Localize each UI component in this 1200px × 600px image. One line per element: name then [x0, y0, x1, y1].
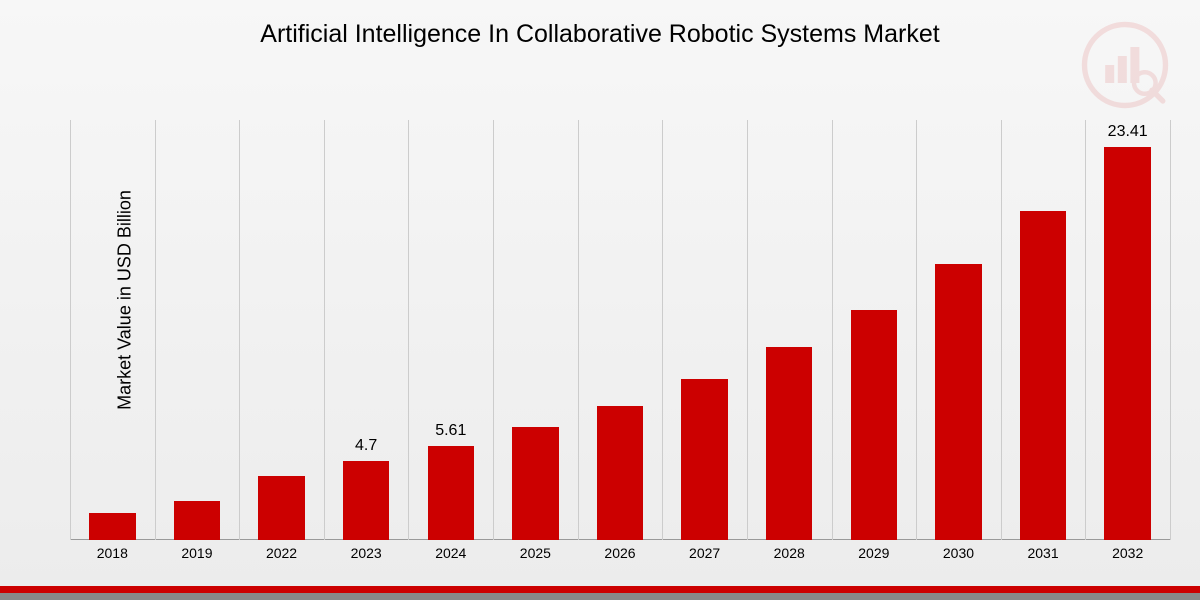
footer-stripe-red: [0, 586, 1200, 593]
x-axis-tick-label: 2018: [97, 545, 128, 561]
grid-line: [324, 120, 325, 540]
x-axis-tick-label: 2030: [943, 545, 974, 561]
bar-value-label: 5.61: [435, 422, 466, 440]
chart-plot-area: 4.7 5.61 23.41: [70, 120, 1170, 540]
grid-line: [747, 120, 748, 540]
grid-line: [70, 120, 71, 540]
bar-value-label: 4.7: [355, 437, 377, 455]
bar: [851, 310, 898, 540]
grid-line: [408, 120, 409, 540]
x-axis-tick-label: 2032: [1112, 545, 1143, 561]
bar: [766, 347, 813, 540]
x-axis-tick-label: 2028: [774, 545, 805, 561]
bar: [597, 406, 644, 540]
grid-line: [1170, 120, 1171, 540]
watermark-icon: [1080, 20, 1170, 110]
grid-line: [493, 120, 494, 540]
bar-value-label: 23.41: [1108, 123, 1148, 141]
bar: [89, 513, 136, 540]
x-axis-tick-label: 2023: [351, 545, 382, 561]
grid-line: [1085, 120, 1086, 540]
bar: [681, 379, 728, 540]
grid-line: [155, 120, 156, 540]
x-axis-tick-label: 2024: [435, 545, 466, 561]
bar: [1104, 147, 1151, 540]
x-axis-tick-label: 2019: [181, 545, 212, 561]
x-axis-labels: 2018 2019 2022 2023 2024 2025 2026 2027 2028 2029…: [70, 545, 1170, 565]
bar: [935, 264, 982, 540]
x-axis-tick-label: 2022: [266, 545, 297, 561]
footer-stripe: [0, 586, 1200, 600]
x-axis-tick-label: 2027: [689, 545, 720, 561]
bar: [343, 461, 390, 540]
bar: [512, 427, 559, 540]
footer-stripe-gray: [0, 593, 1200, 600]
x-axis-tick-label: 2029: [858, 545, 889, 561]
grid-line: [832, 120, 833, 540]
bar: [174, 501, 221, 540]
chart-container: Artificial Intelligence In Collaborative…: [0, 0, 1200, 600]
grid-line: [239, 120, 240, 540]
chart-title: Artificial Intelligence In Collaborative…: [0, 20, 1200, 49]
grid-line: [578, 120, 579, 540]
grid-line: [1001, 120, 1002, 540]
grid-line: [662, 120, 663, 540]
bar: [428, 446, 475, 540]
x-axis-tick-label: 2025: [520, 545, 551, 561]
bar: [258, 476, 305, 540]
grid-line: [916, 120, 917, 540]
x-axis-tick-label: 2031: [1027, 545, 1058, 561]
bar: [1020, 211, 1067, 540]
x-axis-tick-label: 2026: [604, 545, 635, 561]
